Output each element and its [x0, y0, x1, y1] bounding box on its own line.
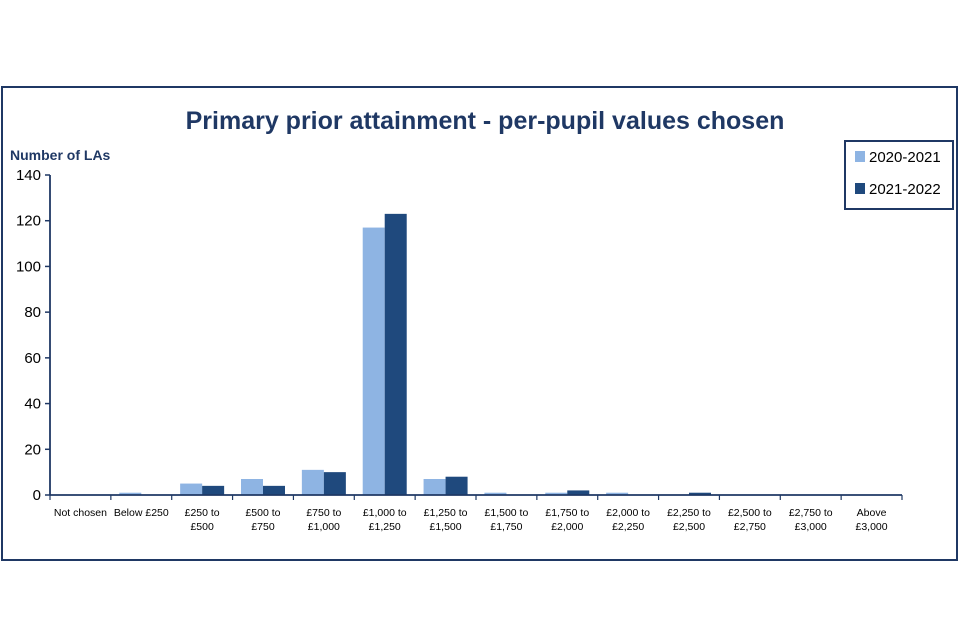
x-tick-label-line: Not chosen: [54, 507, 107, 519]
legend-label: 2020-2021: [869, 149, 941, 166]
x-tick-label: £250 to £500: [185, 507, 220, 533]
axes: [49, 175, 902, 496]
x-tick-label-line: £750: [251, 521, 275, 533]
x-tick-label-line: £500 to: [245, 507, 280, 519]
y-tick-label: 40: [24, 396, 41, 413]
legend-swatch: [855, 151, 865, 162]
x-axis-ticks: Not chosen Below £250 £250 to £500 £500 to £7…: [49, 495, 903, 533]
x-tick-label-line: £2,250: [612, 521, 644, 533]
x-tick-label: Below £250: [114, 507, 169, 519]
y-tick-label: 100: [16, 258, 41, 275]
x-tick-label-line: £2,750 to: [789, 507, 833, 519]
x-tick-label-line: £2,000: [551, 521, 583, 533]
bar-2020-2021-2: [180, 483, 203, 495]
x-tick-label: £2,500 to £2,750: [728, 507, 772, 533]
x-tick-label-line: Below £250: [114, 507, 169, 519]
bar-2021-2022-8: [567, 490, 590, 495]
legend: 2020-2021 2021-2022: [844, 140, 954, 210]
x-tick-label: £1,750 to £2,000: [545, 507, 589, 533]
x-tick-label-line: £2,500: [673, 521, 705, 533]
x-tick-label-line: £2,250 to: [667, 507, 711, 519]
bars: [119, 213, 711, 496]
x-tick-label: Above £3,000: [856, 507, 888, 533]
x-tick-label: £1,500 to £1,750: [485, 507, 529, 533]
y-axis-label: Number of LAs: [10, 147, 111, 163]
legend-label: 2021-2022: [869, 181, 941, 198]
x-tick-label: £2,250 to £2,500: [667, 507, 711, 533]
bar-2020-2021-1: [119, 492, 142, 495]
y-tick-label: 140: [16, 167, 41, 184]
x-tick-label-line: Above: [857, 507, 887, 519]
x-tick-label-line: £1,250: [369, 521, 401, 533]
y-tick-label: 80: [24, 304, 41, 321]
bar-2021-2022-3: [263, 485, 285, 495]
bar-2020-2021-6: [423, 479, 446, 495]
x-tick-label-line: £3,000: [795, 521, 827, 533]
bar-2021-2022-10: [689, 492, 711, 495]
x-tick-label: £1,250 to £1,500: [424, 507, 468, 533]
x-tick-label: Not chosen: [54, 507, 107, 519]
chart-frame: Primary prior attainment - per-pupil val…: [1, 86, 958, 561]
chart-svg: Primary prior attainment - per-pupil val…: [10, 107, 954, 533]
x-tick-label: £750 to £1,000: [306, 507, 341, 533]
y-tick-label: 120: [16, 213, 41, 230]
y-tick-label: 60: [24, 350, 41, 367]
bar-2021-2022-6: [445, 476, 468, 495]
y-tick-label: 0: [33, 487, 41, 504]
bar-2020-2021-9: [606, 492, 629, 495]
x-tick-label: £2,000 to £2,250: [606, 507, 650, 533]
bar-2020-2021-4: [301, 469, 324, 495]
chart-title: Primary prior attainment - per-pupil val…: [186, 107, 785, 135]
x-tick-label: £1,000 to £1,250: [363, 507, 407, 533]
x-tick-label: £500 to £750: [245, 507, 280, 533]
bar-2020-2021-8: [545, 492, 568, 495]
x-tick-label-line: £500: [190, 521, 214, 533]
bar-2021-2022-5: [384, 213, 407, 495]
bar-2021-2022-2: [202, 485, 225, 495]
x-tick-label-line: £2,500 to: [728, 507, 772, 519]
y-axis-ticks: 0 20 40 60 80 100 120 140: [16, 167, 50, 504]
x-tick-label-line: £2,000 to: [606, 507, 650, 519]
x-tick-label-line: £1,750 to: [545, 507, 589, 519]
legend-swatch: [855, 183, 865, 194]
bar-2020-2021-5: [362, 227, 385, 496]
x-tick-label-line: £1,250 to: [424, 507, 468, 519]
x-tick-label-line: £1,000: [308, 521, 340, 533]
x-tick-label-line: £1,750: [490, 521, 522, 533]
x-tick-label-line: £3,000: [856, 521, 888, 533]
x-tick-label-line: £750 to: [306, 507, 341, 519]
bar-2020-2021-3: [241, 479, 263, 495]
x-tick-label-line: £250 to: [185, 507, 220, 519]
y-tick-label: 20: [24, 441, 41, 458]
x-tick-label: £2,750 to £3,000: [789, 507, 833, 533]
bar-2020-2021-7: [484, 492, 507, 495]
x-tick-label-line: £1,000 to: [363, 507, 407, 519]
bar-2021-2022-4: [323, 472, 346, 495]
x-tick-label-line: £1,500: [430, 521, 462, 533]
x-tick-label-line: £2,750: [734, 521, 766, 533]
x-tick-label-line: £1,500 to: [485, 507, 529, 519]
